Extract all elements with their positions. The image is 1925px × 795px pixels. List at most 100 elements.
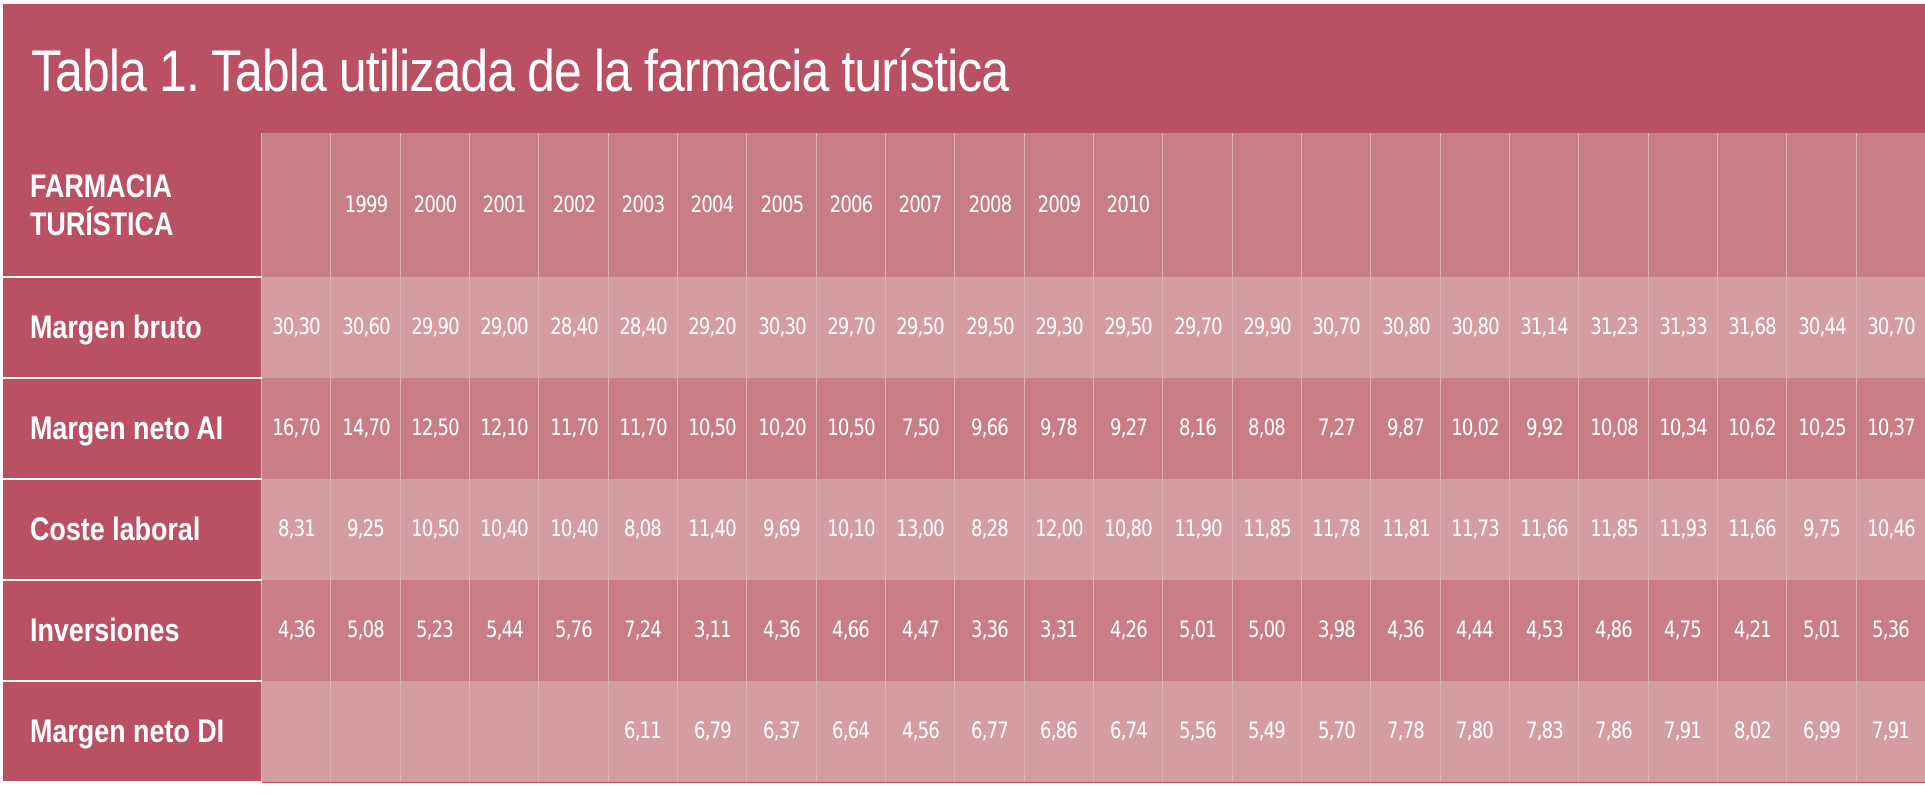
value-cell: 16,70 [261, 378, 331, 479]
value-cell: 29,30 [1023, 277, 1094, 378]
cell-value: 4,75 [1664, 618, 1702, 643]
value-cell: 30,70 [1301, 277, 1371, 378]
value-cell: 3,98 [1301, 580, 1371, 681]
year-header-cell [1231, 133, 1302, 277]
cell-value: 9,92 [1525, 416, 1564, 441]
cell-value: 29,50 [896, 315, 945, 340]
table-row: Inversiones 4,36 5,08 5,23 5,44 5,76 7,24 3,11 4… [3, 580, 1925, 682]
year-header-cell [1370, 133, 1441, 277]
year-label: 2010 [1106, 192, 1150, 218]
cell-value: 7,24 [624, 618, 662, 643]
cell-value: 29,70 [827, 315, 875, 340]
value-cell: 6,79 [677, 681, 747, 782]
value-cell: 5,49 [1231, 681, 1302, 782]
value-cell: 7,50 [885, 378, 955, 479]
cell-value: 4,36 [1387, 618, 1425, 643]
year-header-cell: 2000 [399, 133, 470, 277]
cell-value: 11,78 [1312, 517, 1360, 542]
cell-value: 11,70 [619, 416, 667, 441]
cell-value: 3,31 [1040, 618, 1078, 643]
cell-value: 4,66 [832, 618, 870, 643]
cell-value: 3,11 [693, 618, 732, 643]
cell-value: 5,01 [1803, 618, 1841, 643]
year-label: 2006 [829, 192, 873, 218]
row-label: Margen bruto [30, 309, 202, 345]
value-cell: 6,86 [1023, 681, 1094, 782]
cell-value: 12,10 [480, 416, 529, 441]
cell-value: 8,31 [277, 517, 316, 542]
value-cell: 4,26 [1093, 580, 1163, 681]
cell-value: 11,66 [1728, 517, 1776, 542]
cell-value: 3,36 [971, 618, 1009, 643]
cell-value: 4,44 [1456, 618, 1494, 643]
cell-value: 12,00 [1035, 517, 1083, 542]
cell-value: 28,40 [549, 315, 598, 340]
value-cell: 7,27 [1301, 378, 1371, 479]
value-cell: 5,01 [1786, 580, 1857, 681]
cell-value: 10,40 [549, 517, 598, 542]
header-label-line2: TURÍSTICA [30, 205, 174, 242]
cell-value: 30,70 [1867, 315, 1915, 340]
header-label-cell: FARMACIA TURÍSTICA [3, 133, 262, 278]
value-cell: 4,47 [885, 580, 955, 681]
value-cell: 11,85 [1578, 479, 1649, 580]
table-header-row: FARMACIA TURÍSTICA 1999 2000 2001 2002 2003 200… [3, 133, 1925, 278]
value-cell: 29,70 [1162, 277, 1233, 378]
cell-value: 7,83 [1525, 719, 1564, 744]
value-cell: 28,40 [607, 277, 678, 378]
cell-value: 8,08 [624, 517, 662, 542]
year-header-cell: 2009 [1023, 133, 1094, 277]
value-cell: 31,33 [1647, 277, 1718, 378]
value-cell: 30,30 [746, 277, 817, 378]
value-cell: 7,91 [1647, 681, 1718, 782]
cell-value: 31,68 [1728, 315, 1776, 340]
cell-value: 6,86 [1040, 719, 1078, 744]
value-cell: 29,50 [885, 277, 955, 378]
value-cell: 4,56 [885, 681, 955, 782]
value-cell: 9,75 [1786, 479, 1857, 580]
value-cell: 29,50 [1093, 277, 1163, 378]
cell-value: 5,49 [1248, 719, 1286, 744]
cell-value: 9,27 [1109, 416, 1148, 441]
value-cell: 13,00 [885, 479, 955, 580]
cell-value: 4,36 [763, 618, 801, 643]
table-row: Coste laboral 8,31 9,25 10,50 10,40 10,40 8,08… [3, 479, 1925, 581]
cell-value: 7,86 [1595, 719, 1633, 744]
cell-value: 10,46 [1867, 517, 1915, 542]
cell-value: 29,30 [1035, 315, 1083, 340]
cell-value: 10,02 [1451, 416, 1499, 441]
cell-value: 4,53 [1525, 618, 1564, 643]
value-cell: 31,68 [1717, 277, 1787, 378]
row-label-cell: Coste laboral [3, 479, 262, 581]
value-cell: 9,27 [1093, 378, 1163, 479]
cell-value: 10,20 [757, 416, 806, 441]
cell-value: 16,70 [272, 416, 321, 441]
value-cell [261, 681, 331, 782]
cell-value: 10,80 [1104, 517, 1153, 542]
value-cell: 29,70 [815, 277, 886, 378]
cell-value: 6,64 [832, 719, 870, 744]
data-table: FARMACIA TURÍSTICA 1999 2000 2001 2002 2003 200… [3, 133, 1925, 783]
year-header-cell: 2001 [469, 133, 539, 277]
row-label: Coste laboral [30, 511, 201, 547]
header-label-line1: FARMACIA [30, 167, 172, 204]
year-label: 2009 [1037, 192, 1081, 218]
value-cell: 4,75 [1647, 580, 1718, 681]
cell-value: 6,11 [624, 719, 662, 744]
cell-value: 11,70 [549, 416, 598, 441]
value-cell: 11,70 [607, 378, 678, 479]
value-cell: 10,50 [815, 378, 886, 479]
value-cell: 10,02 [1439, 378, 1510, 479]
cell-value: 7,27 [1317, 416, 1356, 441]
value-cell [330, 681, 401, 782]
value-cell: 28,40 [538, 277, 609, 378]
row-label-cell: Inversiones [3, 580, 262, 682]
value-cell: 5,00 [1231, 580, 1302, 681]
cell-value: 9,87 [1387, 416, 1425, 441]
value-cell: 7,83 [1509, 681, 1579, 782]
cell-value: 31,14 [1520, 315, 1568, 340]
value-cell: 10,34 [1647, 378, 1718, 479]
year-header-cell: 2002 [538, 133, 609, 277]
value-cell: 8,08 [1231, 378, 1302, 479]
value-cell: 9,69 [746, 479, 817, 580]
